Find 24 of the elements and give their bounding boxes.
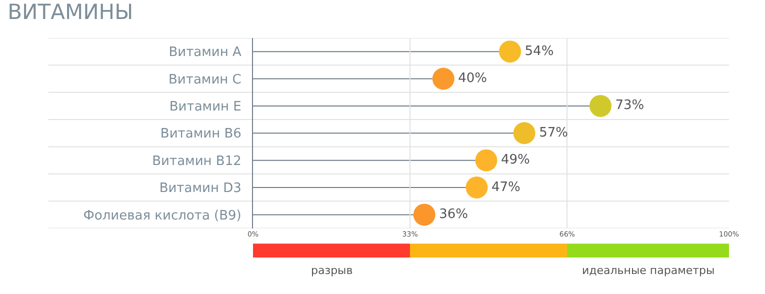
y-tick-label: Витамин C: [168, 72, 242, 88]
point: [466, 176, 488, 198]
y-tick-label: Фолиевая кислота (B9): [83, 208, 242, 224]
point: [475, 149, 498, 172]
series-label: идеальные параметры: [582, 264, 715, 277]
y-tick-label: Витамин A: [168, 45, 242, 60]
point: [432, 68, 454, 90]
y-tick-label: Витамин E: [169, 100, 242, 115]
data-label: 40%: [458, 71, 488, 86]
point: [589, 94, 612, 117]
data-label: 49%: [500, 152, 530, 168]
series-label: разрыв: [311, 264, 353, 277]
point: [413, 204, 436, 226]
data-label: 73%: [615, 98, 644, 114]
point: [499, 40, 522, 63]
point: [513, 122, 536, 144]
y-tick-label: Витамин D3: [159, 181, 242, 196]
y-tick-label: Витамин B12: [152, 154, 242, 169]
y-tick-label: Витамин B6: [160, 126, 242, 142]
data-label: 36%: [439, 206, 468, 222]
data-label: 54%: [524, 44, 554, 59]
data-label: 47%: [491, 180, 520, 195]
text: ВИТАМИНЫ: [8, 0, 134, 24]
data-label: 57%: [539, 125, 568, 140]
